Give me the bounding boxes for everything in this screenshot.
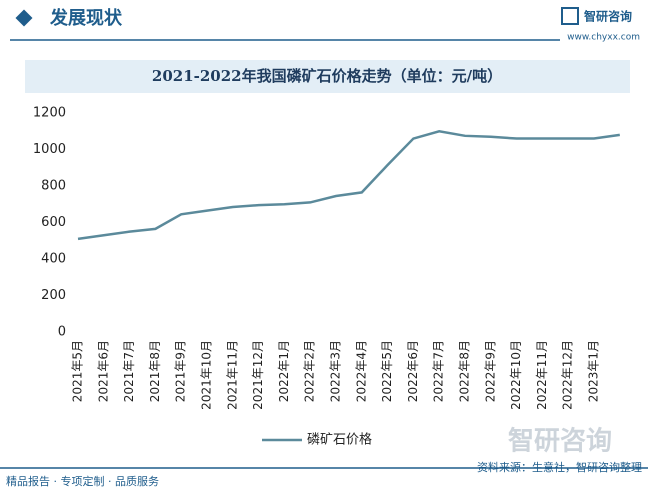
brand-logo xyxy=(561,7,579,25)
x-tick-label: 2021年6月 xyxy=(96,340,110,402)
section-title: 发展现状 xyxy=(49,7,123,29)
x-tick-label: 2022年3月 xyxy=(329,340,343,402)
line xyxy=(77,129,620,241)
url: www.chyxx.com xyxy=(567,33,640,43)
watermark: 智研咨询 xyxy=(508,426,612,457)
x-tick-label: 2022年10月 xyxy=(509,340,523,410)
x-tick-label: 2022年2月 xyxy=(303,340,317,402)
x-tick-label: 2021年8月 xyxy=(148,340,162,402)
x-tick-label: 2022年12月 xyxy=(561,340,575,410)
x-tick-label: 2021年7月 xyxy=(122,340,136,402)
y-tick-label: 1000 xyxy=(33,142,66,157)
footer-slogan: 精品报告 · 专项定制 · 品质服务 xyxy=(6,474,159,488)
x-tick-label: 2022年5月 xyxy=(380,340,394,402)
y-tick-label: 600 xyxy=(41,215,66,230)
x-tick-label: 2022年11月 xyxy=(535,340,549,410)
chart-title: 2021-2022年我国磷矿石价格走势（单位：元/吨） xyxy=(152,67,502,85)
y-tick-label: 400 xyxy=(41,252,66,267)
x-tick-label: 2021年12月 xyxy=(251,340,265,410)
y-tick-label: 0 xyxy=(58,325,66,340)
x-tick-label: 2022年8月 xyxy=(458,340,472,402)
x-tick-label: 2021年10月 xyxy=(200,340,214,410)
x-tick-label: 2021年9月 xyxy=(174,340,188,402)
x-tick-label: 2021年5月 xyxy=(71,340,85,402)
x-tick-label: 2022年9月 xyxy=(483,340,497,402)
x-tick-label: 2023年1月 xyxy=(587,340,601,402)
legend-label: 磷矿石价格 xyxy=(307,432,372,448)
y-tick-label: 800 xyxy=(41,179,66,194)
x-tick-label: 2022年1月 xyxy=(277,340,291,402)
source: 资料来源：生意社，智研咨询整理 xyxy=(477,460,642,474)
x-tick-label: 2021年11月 xyxy=(225,340,239,410)
y-tick-label: 200 xyxy=(41,288,66,303)
x-tick-label: 2022年7月 xyxy=(432,340,446,402)
title-box xyxy=(25,60,630,93)
brand: 智研咨询 xyxy=(583,9,632,24)
x-tick-label: 2022年4月 xyxy=(354,340,368,402)
x-tick-label: 2022年6月 xyxy=(406,340,420,402)
y-tick-label: 1200 xyxy=(33,106,66,121)
